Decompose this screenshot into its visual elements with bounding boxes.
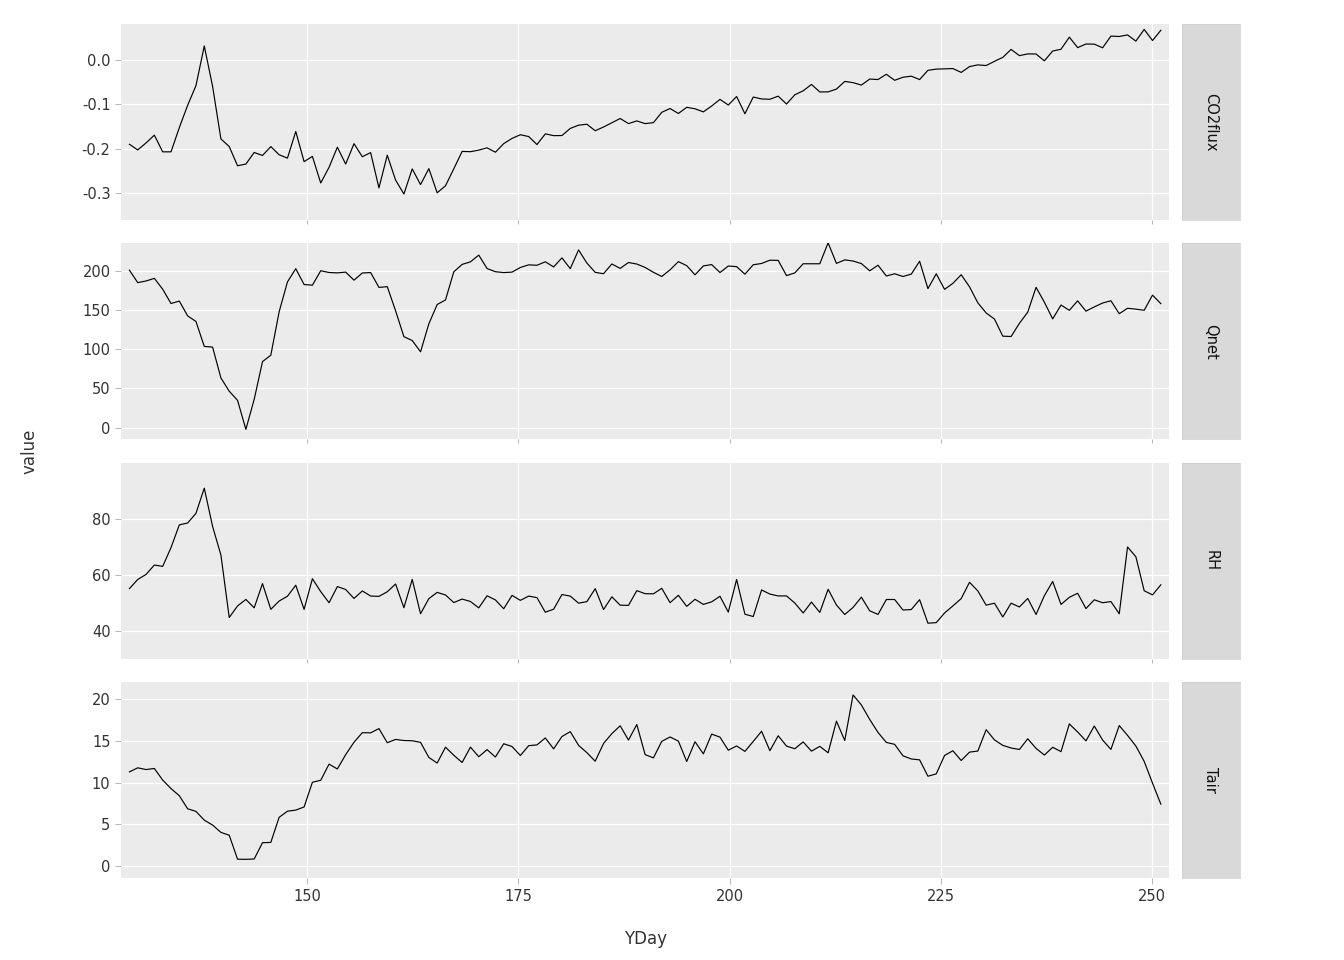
- Text: YDay: YDay: [624, 930, 667, 948]
- Text: value: value: [20, 428, 39, 474]
